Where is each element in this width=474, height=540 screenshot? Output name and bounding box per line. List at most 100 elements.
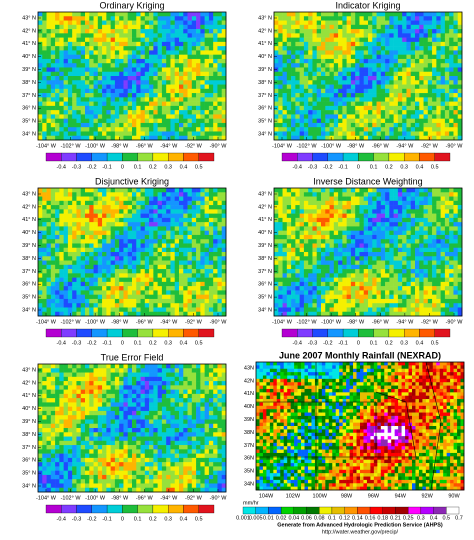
raster-cell <box>278 209 283 214</box>
raster-cell <box>42 127 47 132</box>
raster-cell <box>333 303 339 308</box>
raster-cell <box>67 20 73 26</box>
raster-cell <box>338 16 343 21</box>
raster-cell <box>385 298 390 304</box>
raster-cell <box>136 122 141 128</box>
raster-cell <box>38 264 43 270</box>
raster-cell <box>282 29 288 34</box>
raster-cell <box>440 29 446 34</box>
raster-cell <box>295 230 300 236</box>
raster-cell <box>380 122 386 128</box>
raster-cell <box>55 29 60 34</box>
raster-cell <box>380 12 386 17</box>
raster-cell <box>127 260 133 266</box>
raster-cell <box>89 213 94 219</box>
raster-cell <box>338 273 343 278</box>
raster-cell <box>85 58 90 64</box>
raster-cell <box>359 192 365 197</box>
raster-cell <box>282 122 288 128</box>
raster-cell <box>119 110 124 115</box>
raster-cell <box>363 286 369 291</box>
raster-cell <box>453 84 459 90</box>
colorbar-swatch <box>76 152 92 162</box>
raster-cell <box>217 277 223 283</box>
raster-cell <box>376 84 382 90</box>
raster-cell <box>72 286 77 291</box>
raster-cell <box>355 217 360 223</box>
raster-cell <box>110 54 116 60</box>
raster-cell <box>303 118 309 124</box>
raster-cell <box>132 37 137 43</box>
raster-cell <box>166 135 171 141</box>
raster-cell <box>274 188 279 193</box>
raster-cell <box>308 234 313 240</box>
raster-cell <box>183 273 188 278</box>
raster-cell <box>46 50 52 55</box>
raster-cell <box>136 114 141 119</box>
raster-cell <box>355 243 360 249</box>
raster-cell <box>376 277 382 283</box>
raster-cell <box>106 247 111 253</box>
raster-cell <box>63 54 69 60</box>
raster-cell <box>102 37 107 43</box>
raster-cell <box>286 67 292 73</box>
raster-cell <box>187 234 193 240</box>
raster-cell <box>157 58 163 64</box>
raster-cell <box>110 290 116 295</box>
raster-cell <box>38 135 43 141</box>
raster-cell <box>72 277 77 283</box>
raster-cell <box>38 196 43 202</box>
raster-cell <box>183 281 188 287</box>
raster-cell <box>196 105 201 111</box>
raster-cell <box>153 135 158 141</box>
raster-cell <box>144 247 150 253</box>
raster-cell <box>140 273 146 278</box>
raster-cell <box>153 54 158 60</box>
raster-cell <box>97 188 103 193</box>
raster-cell <box>308 307 313 313</box>
raster-cell <box>372 122 377 128</box>
raster-cell <box>187 196 193 202</box>
raster-cell <box>410 58 416 64</box>
raster-cell <box>329 29 335 34</box>
raster-cell <box>299 29 305 34</box>
raster-cell <box>372 307 377 313</box>
raster-cell <box>38 247 43 253</box>
raster-cell <box>295 12 300 17</box>
raster-cell <box>436 114 441 119</box>
raster-cell <box>55 213 60 219</box>
raster-cell <box>72 256 77 261</box>
raster-cell <box>333 122 339 128</box>
raster-cell <box>149 97 154 102</box>
raster-cell <box>295 277 300 283</box>
raster-cell <box>127 234 133 240</box>
raster-cell <box>161 264 167 270</box>
raster-cell <box>453 135 459 141</box>
raster-cell <box>187 222 193 227</box>
raster-cell <box>114 247 120 253</box>
raster-cell <box>102 105 107 111</box>
raster-cell <box>46 239 52 244</box>
raster-cell <box>136 294 141 300</box>
raster-cell <box>50 41 56 47</box>
raster-cell <box>299 307 305 313</box>
raster-cell <box>46 269 52 274</box>
raster-cell <box>208 222 214 227</box>
raster-cell <box>102 290 107 295</box>
raster-cell <box>286 294 292 300</box>
raster-cell <box>149 84 154 90</box>
raster-cell <box>85 114 90 119</box>
raster-cell <box>72 97 77 102</box>
raster-cell <box>329 93 335 98</box>
raster-cell <box>85 67 90 73</box>
raster-cell <box>376 97 382 102</box>
raster-cell <box>123 84 129 90</box>
raster-cell <box>393 67 399 73</box>
raster-cell <box>355 269 360 274</box>
panel-title: Indicator Kriging <box>335 0 400 10</box>
raster-cell <box>321 110 326 115</box>
raster-cell <box>221 281 227 287</box>
raster-cell <box>72 67 77 73</box>
raster-cell <box>355 88 360 94</box>
raster-cell <box>208 20 214 26</box>
